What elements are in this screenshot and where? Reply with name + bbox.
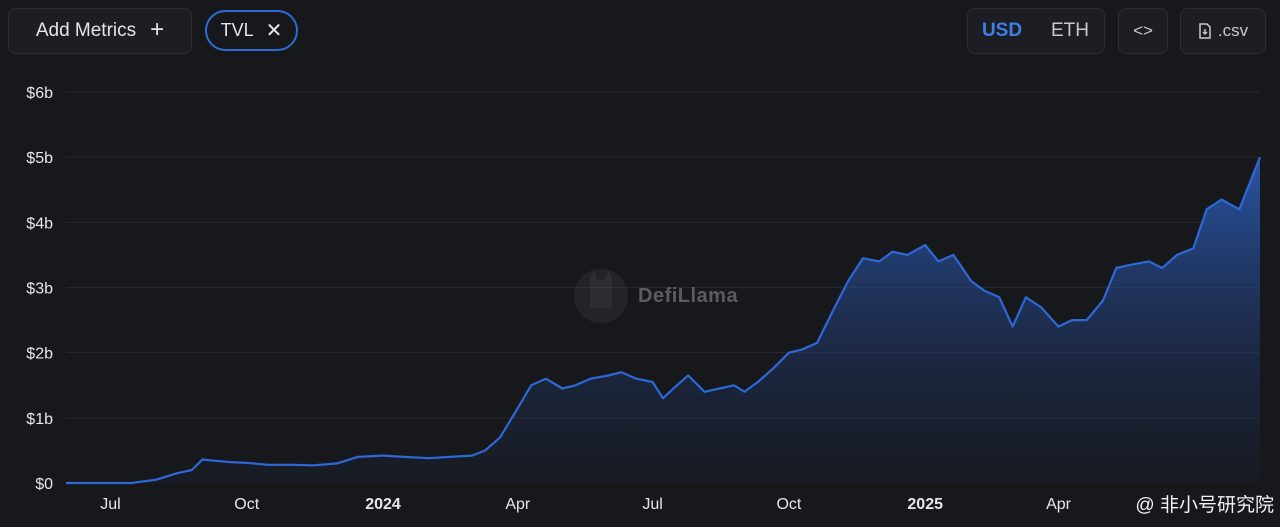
x-axis: Jul Oct 2024 Apr Jul Oct 2025 Apr	[100, 496, 1071, 513]
source-text: @ 非小号研究院	[1135, 495, 1274, 516]
source-watermark: @ 非小号研究院	[1135, 490, 1274, 517]
unit-toggle: USD ETH	[967, 8, 1105, 54]
metric-chip-label: TVL	[220, 20, 254, 40]
watermark-text: DefiLlama	[638, 285, 739, 307]
x-tick-label: 2024	[365, 496, 401, 513]
tvl-area	[66, 157, 1260, 483]
x-tick-label: Apr	[1046, 496, 1072, 513]
add-metrics-button[interactable]: Add Metrics +	[8, 8, 192, 54]
tvl-chart: $0 $1b $2b $3b $4b $5b $6b Jul Oct 2024 Apr Jul Oct…	[26, 85, 1262, 513]
tvl-line	[66, 156, 1262, 485]
add-metrics-label: Add Metrics	[35, 20, 137, 41]
metric-chip-tvl[interactable]: TVL ✕	[205, 10, 298, 51]
x-tick-label: 2025	[907, 496, 943, 513]
close-icon[interactable]: ✕	[265, 20, 283, 42]
x-tick-label: Jul	[100, 496, 120, 513]
y-tick-label: $0	[35, 476, 53, 493]
y-tick-label: $2b	[26, 346, 53, 363]
file-download-icon	[1199, 23, 1211, 39]
embed-code-button[interactable]: <>	[1118, 8, 1168, 54]
y-tick-label: $6b	[26, 85, 53, 102]
chart-toolbar: Add Metrics + TVL ✕ USD ETH <> .csv	[0, 0, 1280, 64]
x-tick-label: Jul	[642, 496, 662, 513]
x-tick-label: Oct	[234, 496, 259, 513]
llama-logo-icon	[574, 269, 628, 323]
y-tick-label: $3b	[26, 281, 53, 298]
unit-option-usd[interactable]: USD	[981, 20, 1023, 41]
x-tick-label: Oct	[776, 496, 801, 513]
y-tick-label: $5b	[26, 150, 53, 167]
code-icon: <>	[1133, 21, 1153, 40]
y-tick-label: $4b	[26, 215, 53, 232]
y-tick-label: $1b	[26, 411, 53, 428]
csv-label: .csv	[1217, 21, 1249, 40]
download-csv-button[interactable]: .csv	[1180, 8, 1266, 54]
x-tick-label: Apr	[505, 496, 531, 513]
y-axis: $0 $1b $2b $3b $4b $5b $6b	[26, 85, 53, 493]
plus-icon: +	[150, 16, 165, 43]
unit-option-eth[interactable]: ETH	[1051, 20, 1089, 41]
